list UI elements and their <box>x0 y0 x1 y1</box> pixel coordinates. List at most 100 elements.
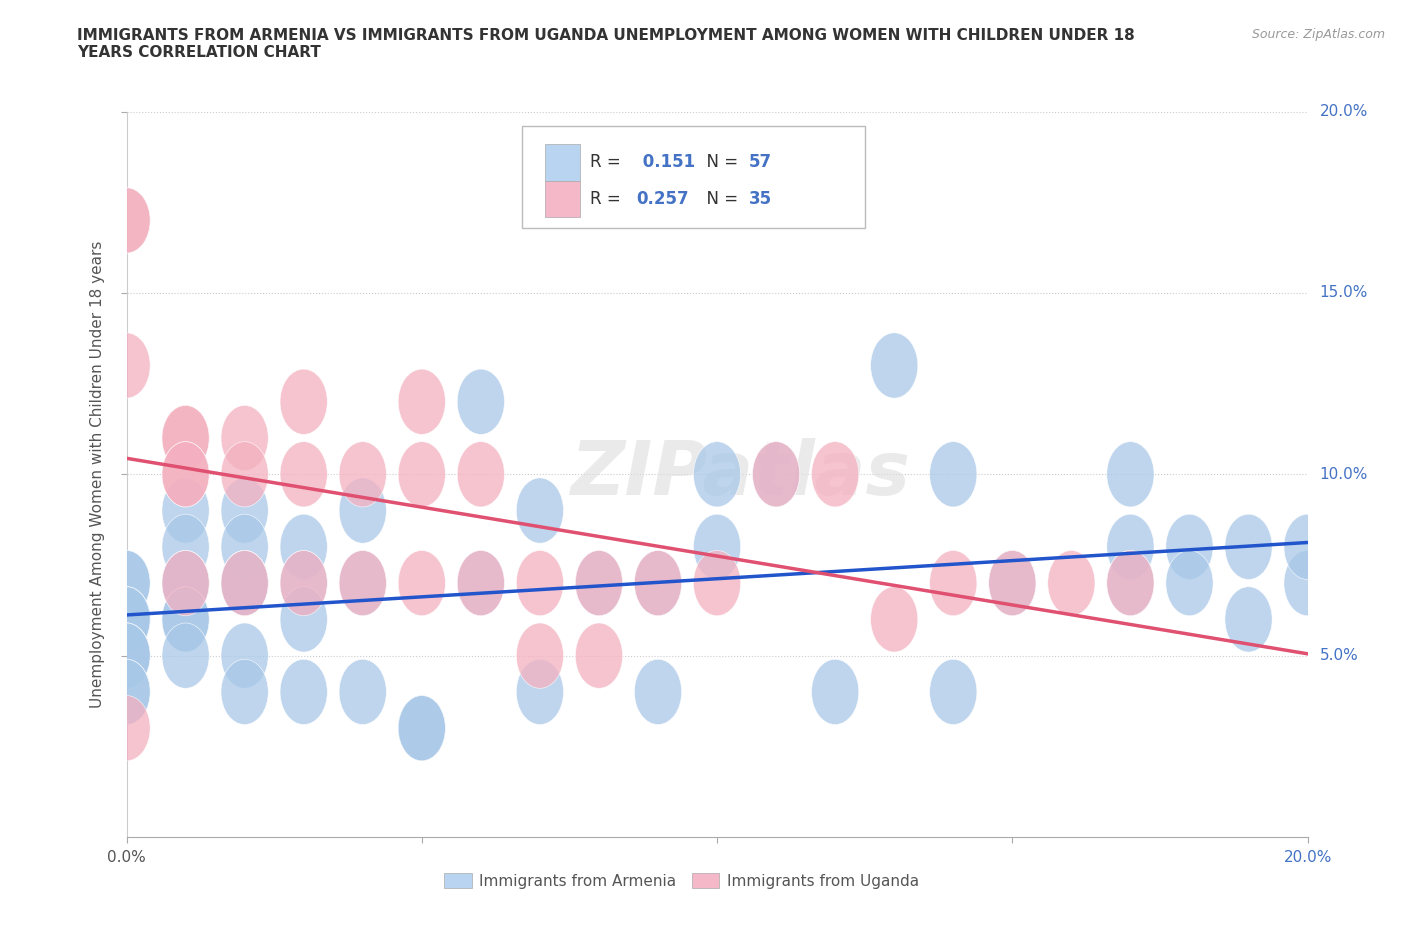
Text: 57: 57 <box>749 153 772 171</box>
Ellipse shape <box>103 551 150 616</box>
Ellipse shape <box>103 659 150 724</box>
Ellipse shape <box>162 623 209 688</box>
Text: R =: R = <box>589 190 626 207</box>
Ellipse shape <box>870 333 918 398</box>
Ellipse shape <box>103 587 150 652</box>
Ellipse shape <box>1107 551 1154 616</box>
Ellipse shape <box>162 514 209 579</box>
Text: 0.151: 0.151 <box>637 153 695 171</box>
Ellipse shape <box>280 659 328 724</box>
Ellipse shape <box>280 551 328 616</box>
Ellipse shape <box>162 551 209 616</box>
Text: IMMIGRANTS FROM ARMENIA VS IMMIGRANTS FROM UGANDA UNEMPLOYMENT AMONG WOMEN WITH : IMMIGRANTS FROM ARMENIA VS IMMIGRANTS FR… <box>77 28 1135 60</box>
Ellipse shape <box>280 514 328 579</box>
Ellipse shape <box>221 442 269 507</box>
Legend: Immigrants from Armenia, Immigrants from Uganda: Immigrants from Armenia, Immigrants from… <box>439 867 925 895</box>
Ellipse shape <box>162 405 209 471</box>
Ellipse shape <box>162 551 209 616</box>
Ellipse shape <box>634 659 682 724</box>
Ellipse shape <box>516 623 564 688</box>
Ellipse shape <box>103 551 150 616</box>
Ellipse shape <box>929 442 977 507</box>
Ellipse shape <box>280 551 328 616</box>
Ellipse shape <box>752 442 800 507</box>
Ellipse shape <box>752 442 800 507</box>
Ellipse shape <box>221 478 269 543</box>
Ellipse shape <box>221 659 269 724</box>
Ellipse shape <box>1284 551 1331 616</box>
FancyBboxPatch shape <box>522 126 865 228</box>
Ellipse shape <box>1166 514 1213 579</box>
Ellipse shape <box>103 587 150 652</box>
Ellipse shape <box>575 623 623 688</box>
Ellipse shape <box>811 442 859 507</box>
Ellipse shape <box>693 514 741 579</box>
Ellipse shape <box>1225 514 1272 579</box>
Ellipse shape <box>1047 551 1095 616</box>
Ellipse shape <box>103 623 150 688</box>
Ellipse shape <box>516 659 564 724</box>
Text: Source: ZipAtlas.com: Source: ZipAtlas.com <box>1251 28 1385 41</box>
Ellipse shape <box>811 659 859 724</box>
Ellipse shape <box>339 551 387 616</box>
Ellipse shape <box>398 369 446 434</box>
Ellipse shape <box>162 587 209 652</box>
FancyBboxPatch shape <box>544 144 581 180</box>
FancyBboxPatch shape <box>544 180 581 217</box>
Text: 5.0%: 5.0% <box>1319 648 1358 663</box>
Ellipse shape <box>221 551 269 616</box>
Ellipse shape <box>162 478 209 543</box>
Ellipse shape <box>221 405 269 471</box>
Ellipse shape <box>162 442 209 507</box>
Text: N =: N = <box>696 190 744 207</box>
Ellipse shape <box>516 551 564 616</box>
Ellipse shape <box>339 442 387 507</box>
Ellipse shape <box>280 369 328 434</box>
Ellipse shape <box>103 587 150 652</box>
Ellipse shape <box>398 696 446 761</box>
Ellipse shape <box>988 551 1036 616</box>
Ellipse shape <box>162 587 209 652</box>
Ellipse shape <box>221 623 269 688</box>
Ellipse shape <box>103 188 150 253</box>
Ellipse shape <box>103 623 150 688</box>
Ellipse shape <box>1166 551 1213 616</box>
Ellipse shape <box>162 442 209 507</box>
Ellipse shape <box>1225 587 1272 652</box>
Ellipse shape <box>162 551 209 616</box>
Ellipse shape <box>162 405 209 471</box>
Ellipse shape <box>339 478 387 543</box>
Ellipse shape <box>634 551 682 616</box>
Ellipse shape <box>457 369 505 434</box>
Ellipse shape <box>516 478 564 543</box>
Text: N =: N = <box>696 153 744 171</box>
Ellipse shape <box>1107 514 1154 579</box>
Ellipse shape <box>929 659 977 724</box>
Ellipse shape <box>339 659 387 724</box>
Ellipse shape <box>221 514 269 579</box>
Text: 0.0%: 0.0% <box>107 850 146 865</box>
Text: 0.257: 0.257 <box>637 190 689 207</box>
Text: 10.0%: 10.0% <box>1319 467 1368 482</box>
Ellipse shape <box>398 696 446 761</box>
Ellipse shape <box>1284 514 1331 579</box>
Text: 20.0%: 20.0% <box>1284 850 1331 865</box>
Ellipse shape <box>634 551 682 616</box>
Ellipse shape <box>1107 442 1154 507</box>
Ellipse shape <box>280 587 328 652</box>
Ellipse shape <box>103 333 150 398</box>
Text: ZIPatlas: ZIPatlas <box>571 438 911 511</box>
Ellipse shape <box>457 551 505 616</box>
Ellipse shape <box>575 551 623 616</box>
Ellipse shape <box>103 188 150 253</box>
Ellipse shape <box>103 659 150 724</box>
Ellipse shape <box>457 442 505 507</box>
Ellipse shape <box>870 587 918 652</box>
Ellipse shape <box>398 551 446 616</box>
Ellipse shape <box>221 551 269 616</box>
Text: R =: R = <box>589 153 626 171</box>
Ellipse shape <box>103 696 150 761</box>
Ellipse shape <box>988 551 1036 616</box>
Text: 20.0%: 20.0% <box>1319 104 1368 119</box>
Text: 15.0%: 15.0% <box>1319 286 1368 300</box>
